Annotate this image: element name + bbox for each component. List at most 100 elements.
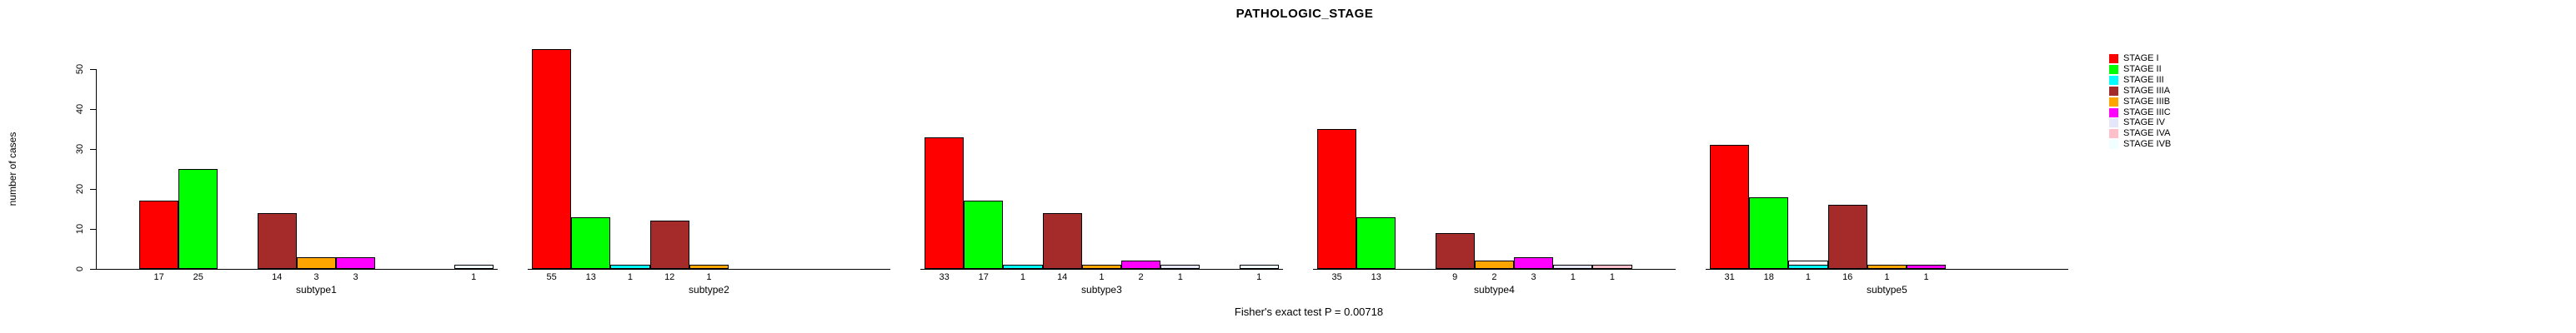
legend-label: STAGE IVB [2123, 139, 2172, 150]
legend-swatch-icon [2109, 118, 2118, 128]
bar-value-label: 1 [706, 272, 712, 282]
legend-swatch-icon [2109, 140, 2118, 150]
bar-value-label: 14 [272, 272, 283, 282]
bar-value-label: 3 [353, 272, 358, 282]
bar-value-label: 3 [1531, 272, 1536, 282]
y-axis-label: number of cases [7, 132, 18, 206]
legend-label: STAGE IIIC [2123, 107, 2171, 117]
bar-subtype4-stage-iv [1553, 265, 1593, 269]
bar-subtype1-stage-iiia [257, 212, 297, 269]
bar-value-label: 1 [1570, 272, 1576, 282]
y-tick [90, 229, 96, 230]
bar-subtype2-stage-ii [571, 216, 611, 269]
bar-subtype1-stage-i [139, 201, 179, 269]
bar-value-label: 14 [1057, 272, 1068, 282]
group-label-subtype1: subtype1 [296, 284, 337, 296]
y-tick-label: 10 [75, 223, 85, 235]
bar-value-label: 25 [193, 272, 203, 282]
bar-value-label: 12 [664, 272, 675, 282]
bar-subtype1-stage-ii [178, 169, 218, 269]
bar-value-label: 1 [1923, 272, 1929, 282]
legend-swatch-icon [2109, 64, 2118, 74]
bar-subtype3-stage-iiib [1081, 265, 1121, 269]
legend-label: STAGE I [2123, 53, 2159, 63]
legend-swatch-icon [2109, 129, 2118, 139]
group-label-subtype2: subtype2 [689, 284, 729, 296]
bar-subtype3-stage-iii [1003, 265, 1043, 269]
x-axis-line [1313, 269, 1676, 270]
y-tick [90, 189, 96, 190]
bar-subtype3-stage-ii [964, 201, 1004, 269]
bar-subtype5-stage-iiib [1867, 265, 1907, 269]
y-tick [90, 69, 96, 70]
bar-value-label: 35 [1331, 272, 1342, 282]
legend-label: STAGE IV [2123, 117, 2165, 128]
bar-subtype5-stage-ii [1749, 196, 1789, 269]
bar-subtype4-stage-iiib [1474, 261, 1514, 269]
bar-value-label: 31 [1724, 272, 1735, 282]
bar-value-label: 2 [1138, 272, 1144, 282]
legend-label: STAGE IIIB [2123, 96, 2171, 107]
y-tick [90, 269, 96, 270]
chart-title: PATHOLOGIC_STAGE [1235, 7, 1374, 21]
bar-value-label: 1 [627, 272, 634, 282]
bar-subtype5-stage-iii [1788, 265, 1828, 269]
bar-subtype5-stage-iiic [1907, 265, 1947, 269]
bar-value-label: 1 [1256, 272, 1262, 282]
x-axis-line [1706, 269, 2068, 270]
legend-swatch-icon [2109, 54, 2118, 63]
legend-label: STAGE IIIA [2123, 85, 2171, 96]
bar-subtype2-stage-iiia [649, 221, 689, 269]
legend-label: STAGE IVA [2123, 128, 2171, 139]
group-label-subtype3: subtype3 [1081, 284, 1122, 296]
x-axis-line [96, 269, 498, 270]
bar-value-label: 1 [1099, 272, 1105, 282]
bar-subtype4-stage-i [1317, 129, 1357, 269]
bar-subtype1-stage-iiic [336, 256, 376, 269]
x-axis-line [528, 269, 890, 270]
y-tick [90, 149, 96, 150]
y-tick-label: 30 [75, 143, 85, 155]
legend-swatch-icon [2109, 75, 2118, 85]
bar-value-label: 1 [1177, 272, 1183, 282]
bar-subtype5-stage-iiia [1827, 205, 1867, 269]
bar-value-label: 33 [939, 272, 950, 282]
bar-value-label: 18 [1763, 272, 1774, 282]
y-tick-label: 50 [75, 63, 85, 75]
bar-value-label: 13 [1371, 272, 1381, 282]
legend-swatch-icon [2109, 86, 2118, 96]
y-tick-label: 40 [75, 103, 85, 115]
y-axis-line [96, 69, 97, 270]
bar-subtype3-stage-i [925, 137, 965, 269]
bar-subtype4-stage-ii [1356, 216, 1396, 269]
legend-swatch-icon [2109, 107, 2118, 117]
bar-value-label: 1 [471, 272, 477, 282]
bar-value-label: 1 [1884, 272, 1890, 282]
bar-subtype3-stage-ivb [1239, 265, 1279, 269]
legend-label: STAGE II [2123, 63, 2162, 74]
bar-value-label: 17 [978, 272, 989, 282]
group-label-subtype5: subtype5 [1867, 284, 1907, 296]
bar-value-label: 55 [546, 272, 557, 282]
bar-subtype1-stage-ivb [454, 265, 494, 269]
y-tick-label: 20 [75, 183, 85, 195]
bar-subtype2-stage-iiib [689, 265, 729, 269]
footer-note: Fisher's exact test P = 0.00718 [1234, 306, 1384, 318]
bar-value-label: 3 [313, 272, 319, 282]
bar-subtype3-stage-iiia [1042, 212, 1082, 269]
bar-subtype1-stage-iiib [296, 256, 336, 269]
y-tick-label: 0 [75, 266, 85, 272]
bar-subtype5-stage-i [1710, 145, 1750, 269]
bar-subtype3-stage-iv [1160, 265, 1200, 269]
bar-value-label: 13 [585, 272, 596, 282]
legend-swatch-icon [2109, 97, 2118, 107]
bar-value-label: 2 [1491, 272, 1497, 282]
bar-subtype2-stage-iii [610, 265, 650, 269]
bar-value-label: 1 [1805, 272, 1812, 282]
bar-subtype2-stage-i [532, 49, 572, 269]
bar-value-label: 9 [1452, 272, 1458, 282]
bar-subtype4-stage-iiia [1435, 232, 1475, 269]
y-tick [90, 109, 96, 110]
bar-value-label: 1 [1020, 272, 1026, 282]
